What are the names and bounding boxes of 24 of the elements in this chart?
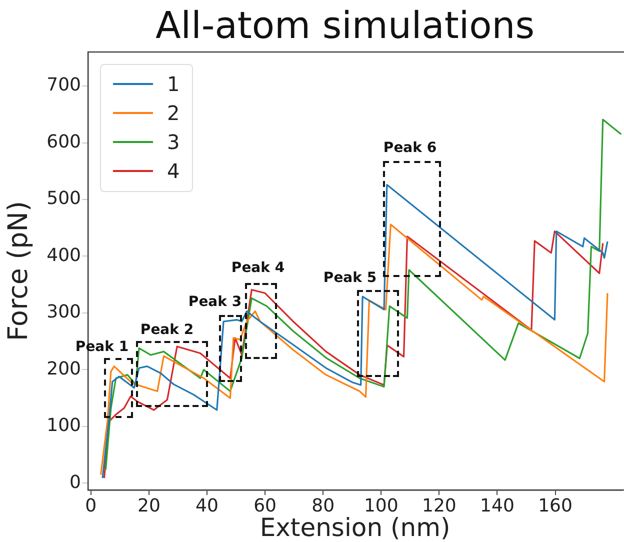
annotation: Peak 3: [188, 294, 242, 310]
legend-label: 1: [167, 72, 180, 96]
x-tick-label: 160: [538, 495, 572, 516]
y-tick-label: 100: [46, 415, 81, 436]
annotation: Peak 4: [231, 260, 285, 276]
y-tick-label: 500: [46, 188, 81, 210]
legend-label: 4: [167, 158, 180, 182]
x-tick-label: 40: [196, 495, 218, 516]
y-tick-label: 400: [46, 244, 81, 266]
y-tick-label: 600: [46, 131, 81, 152]
annotation: Peak 6: [383, 140, 437, 156]
x-tick-label: 0: [85, 495, 97, 516]
y-tick-label: 0: [70, 472, 81, 493]
legend-label: 3: [167, 130, 180, 154]
y-tick-label: 200: [46, 358, 81, 380]
x-tick-label: 20: [137, 495, 160, 516]
x-tick-label: 140: [480, 495, 514, 516]
y-tick-label: 300: [46, 302, 81, 323]
annotation: Peak 2: [140, 322, 194, 338]
legend-label: 2: [167, 100, 180, 124]
chart-title: All-atom simulations: [154, 4, 536, 47]
y-tick-label: 700: [46, 74, 81, 96]
y-axis-title: Force (pN): [3, 200, 34, 342]
annotation: Peak 5: [323, 270, 377, 286]
